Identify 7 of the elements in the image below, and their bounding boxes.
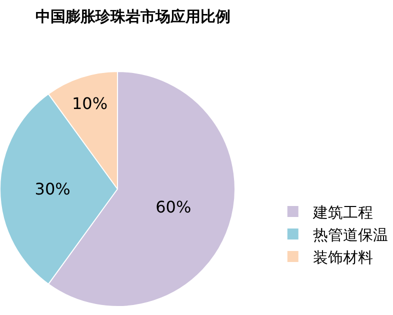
legend-label: 建筑工程 [312, 203, 373, 222]
data-label: 30% [34, 180, 70, 198]
legend-label: 热管道保温 [312, 226, 388, 244]
legend-label: 装饰材料 [312, 248, 373, 266]
data-label: 10% [72, 94, 108, 114]
chart-title: 中国膨胀珍珠岩市场应用比例 [35, 8, 230, 26]
data-label: 60% [156, 198, 192, 217]
